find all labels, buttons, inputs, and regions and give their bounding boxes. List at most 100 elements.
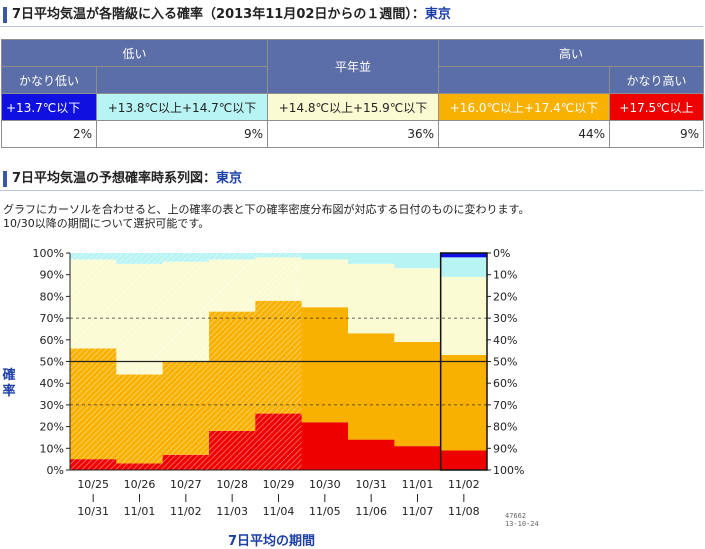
prob-high: 44% xyxy=(438,120,611,148)
bar-hatch xyxy=(162,361,210,455)
group-low: 低い xyxy=(0,39,269,67)
header-accent-bar xyxy=(3,171,7,187)
period-end-label: 11/04 xyxy=(263,505,295,518)
left-tick-label: 70% xyxy=(40,312,64,325)
period-end-label: 11/06 xyxy=(355,505,387,518)
timeseries-title: 7日平均気温の予想確率時系列図：東京 xyxy=(12,168,242,190)
bar-hatch xyxy=(255,413,303,470)
bar-hatch xyxy=(70,459,117,470)
range-normal: +14.8℃以上+15.9℃以下 xyxy=(267,93,440,121)
range-high: +16.0℃以上+17.4℃以下 xyxy=(438,93,611,121)
bar-hatch xyxy=(255,300,303,414)
period-start-label: 11/02 xyxy=(448,478,480,491)
period-end-label: 11/03 xyxy=(216,505,248,518)
prob-normal: 36% xyxy=(267,120,440,148)
subgroup-high-blank xyxy=(438,66,611,94)
left-tick-label: 50% xyxy=(40,356,64,369)
bar-segment xyxy=(301,259,349,308)
bar-hatch xyxy=(116,374,164,464)
bar-hatch xyxy=(162,253,210,262)
period-end-label: 11/05 xyxy=(309,505,341,518)
timeseries-section-header: 7日平均気温の予想確率時系列図：東京 xyxy=(0,168,703,191)
stamp-date: 13-10-24 xyxy=(505,520,539,528)
period-end-label: 11/02 xyxy=(170,505,202,518)
chart-stamp: 47662 13-10-24 xyxy=(505,512,539,528)
range-low: +13.8℃以上+14.7℃以下 xyxy=(95,93,269,121)
bar-hatch xyxy=(162,454,210,470)
right-tick-label: 40% xyxy=(493,334,517,347)
right-tick-label: 60% xyxy=(493,377,517,390)
right-tick-label: 90% xyxy=(493,442,517,455)
probability-timeseries-chart[interactable]: 100% 0% 90% 10% 80% 20% 70% 30% 60% 40% 50% 50% 40% 6… xyxy=(0,240,560,530)
left-tick-label: 90% xyxy=(40,269,64,282)
period-end-label: 10/31 xyxy=(77,505,109,518)
period-start-label: 10/28 xyxy=(216,478,248,491)
prob-much-high: 9% xyxy=(609,120,705,148)
period-end-label: 11/07 xyxy=(402,505,434,518)
chart-description: グラフにカーソルを合わせると、上の確率の表と下の確率密度分布図が対応する日付のも… xyxy=(3,203,529,231)
bar-segment xyxy=(394,341,442,447)
header-accent-bar xyxy=(3,7,7,23)
left-tick-label: 80% xyxy=(40,290,64,303)
right-tick-label: 20% xyxy=(493,290,517,303)
period-start-label: 10/30 xyxy=(309,478,341,491)
period-end-label: 11/08 xyxy=(448,505,480,518)
bar-segment xyxy=(348,263,395,334)
period-start-label: 10/31 xyxy=(355,478,387,491)
right-tick-label: 30% xyxy=(493,312,517,325)
bar-hatch xyxy=(116,263,164,375)
bar-hatch xyxy=(70,253,117,260)
bar-segment xyxy=(348,439,395,470)
bar-segment xyxy=(394,446,442,470)
bar-hatch xyxy=(116,463,164,470)
bar-segment xyxy=(301,422,349,470)
range-much-high: +17.5℃以上 xyxy=(609,93,705,121)
left-tick-label: 100% xyxy=(33,247,64,260)
y-axis-label: 確率 xyxy=(2,368,16,399)
subgroup-low-blank xyxy=(95,66,269,94)
period-start-label: 11/01 xyxy=(402,478,434,491)
probability-table: 低い 平年並 高い かなり低い かなり高い +13.7℃以下 +13.8℃以上+… xyxy=(0,39,705,148)
bar-hatch xyxy=(162,261,210,362)
stamp-station: 47662 xyxy=(505,512,527,520)
prob-much-low: 2% xyxy=(1,120,97,148)
right-tick-label: 80% xyxy=(493,421,517,434)
subgroup-much-high: かなり高い xyxy=(609,66,705,94)
bar-hatch xyxy=(116,253,164,264)
period-start-label: 10/25 xyxy=(77,478,109,491)
bar-hatch xyxy=(255,257,303,301)
probability-section-header: 7日平均気温が各階級に入る確率（2013年11月02日からの１週間）：東京 xyxy=(0,4,703,27)
probability-title-text: 7日平均気温が各階級に入る確率（2013年11月02日からの１週間）： xyxy=(12,7,425,22)
right-tick-label: 70% xyxy=(493,399,517,412)
bar-hatch xyxy=(70,348,117,460)
bar-segment xyxy=(348,333,395,440)
bar-hatch xyxy=(209,430,256,470)
selected-period-frame xyxy=(439,252,488,471)
bar-segment xyxy=(440,253,488,258)
probability-title: 7日平均気温が各階級に入る確率（2013年11月02日からの１週間）：東京 xyxy=(12,4,451,26)
right-tick-label: 100% xyxy=(493,464,524,477)
location-link[interactable]: 東京 xyxy=(216,171,243,186)
x-axis-label: 7日平均の期間 xyxy=(228,534,316,549)
right-tick-label: 0% xyxy=(493,247,510,260)
bar-segment xyxy=(301,253,349,260)
period-start-label: 10/26 xyxy=(124,478,156,491)
bar-hatch xyxy=(209,253,256,260)
left-tick-label: 40% xyxy=(40,377,64,390)
right-tick-label: 10% xyxy=(493,269,517,282)
prob-low: 9% xyxy=(95,120,269,148)
left-tick-label: 0% xyxy=(47,464,64,477)
bar-hatch xyxy=(70,259,117,349)
bar-segment xyxy=(394,268,442,342)
range-much-low: +13.7℃以下 xyxy=(1,93,97,121)
period-start-label: 10/29 xyxy=(263,478,295,491)
bar-segment xyxy=(440,450,488,470)
timeseries-title-text: 7日平均気温の予想確率時系列図： xyxy=(12,171,217,186)
period-end-label: 11/01 xyxy=(124,505,156,518)
left-tick-label: 20% xyxy=(40,421,64,434)
bar-hatch xyxy=(209,311,256,431)
description-line: グラフにカーソルを合わせると、上の確率の表と下の確率密度分布図が対応する日付のも… xyxy=(3,203,530,216)
location-link[interactable]: 東京 xyxy=(424,7,451,22)
group-high: 高い xyxy=(438,39,705,67)
group-normal: 平年並 xyxy=(267,39,440,94)
